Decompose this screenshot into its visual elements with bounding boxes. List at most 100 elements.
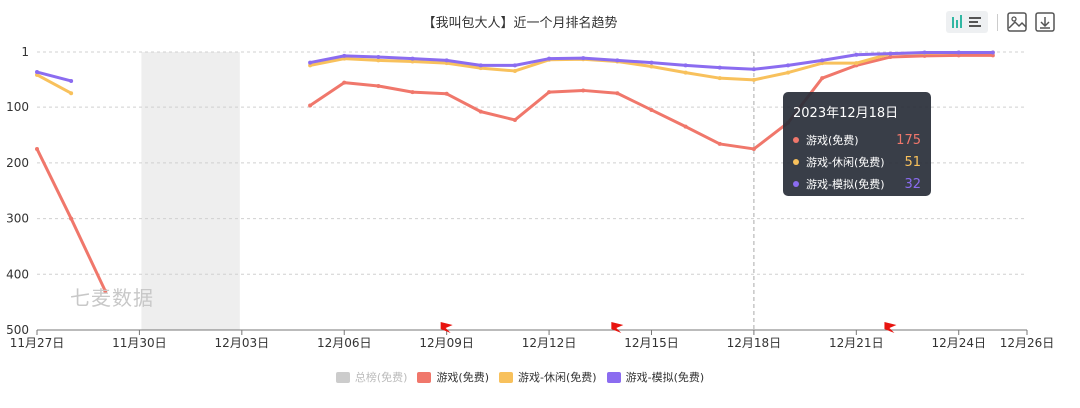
x-tick-label: 11月30日 bbox=[112, 336, 167, 350]
series-dot-icon bbox=[793, 137, 799, 143]
data-point bbox=[717, 65, 722, 70]
data-point bbox=[35, 146, 39, 151]
data-point bbox=[376, 55, 381, 60]
data-point bbox=[342, 56, 347, 61]
y-tick-label: 500 bbox=[6, 323, 29, 337]
data-point bbox=[478, 66, 483, 71]
data-point bbox=[649, 107, 654, 112]
data-point bbox=[956, 50, 961, 55]
series-dot-icon bbox=[793, 181, 799, 187]
tooltip-title: 2023年12月18日 bbox=[793, 106, 899, 121]
data-point bbox=[854, 52, 859, 57]
data-point bbox=[581, 88, 586, 93]
legend: 总榜(免费) 游戏(免费) 游戏-休闲(免费) 游戏-模拟(免费) bbox=[0, 369, 1040, 385]
data-point bbox=[956, 53, 961, 58]
y-tick-label: 1 bbox=[21, 45, 29, 59]
data-point bbox=[342, 80, 347, 85]
data-point bbox=[683, 63, 688, 68]
data-point bbox=[376, 58, 381, 63]
data-point bbox=[478, 109, 483, 114]
data-point bbox=[888, 51, 893, 56]
data-point bbox=[683, 124, 688, 129]
y-tick-label: 300 bbox=[6, 212, 29, 226]
data-point bbox=[444, 61, 449, 66]
data-point bbox=[990, 50, 995, 55]
data-point bbox=[512, 68, 517, 73]
data-point bbox=[922, 50, 927, 55]
data-point bbox=[820, 76, 825, 81]
legend-label: 游戏-休闲(免费) bbox=[518, 371, 597, 384]
data-point bbox=[786, 70, 791, 75]
data-point bbox=[922, 53, 927, 58]
data-point bbox=[547, 90, 552, 95]
legend-swatch bbox=[417, 371, 432, 383]
data-point bbox=[69, 78, 74, 83]
data-point bbox=[615, 58, 620, 63]
legend-label: 游戏-模拟(免费) bbox=[625, 371, 705, 384]
legend-item-casual[interactable]: 游戏-休闲(免费) bbox=[499, 369, 597, 385]
data-point bbox=[820, 61, 825, 66]
data-point bbox=[581, 56, 586, 61]
x-tick-label: 12月15日 bbox=[624, 336, 679, 350]
save-image-icon[interactable] bbox=[1006, 11, 1028, 33]
flag-icon bbox=[440, 322, 453, 337]
flag-icon bbox=[884, 322, 897, 337]
chart-type-icon[interactable] bbox=[946, 11, 988, 33]
tooltip-label: 游戏-模拟(免费) bbox=[806, 178, 885, 191]
data-point bbox=[410, 59, 415, 64]
legend-label: 总榜(免费) bbox=[354, 371, 408, 384]
y-tick-label: 400 bbox=[6, 267, 29, 281]
x-tick-label: 12月24日 bbox=[931, 336, 986, 350]
data-point bbox=[103, 289, 108, 294]
y-tick-label: 200 bbox=[6, 156, 29, 170]
data-point bbox=[512, 63, 517, 68]
data-point bbox=[444, 91, 449, 96]
data-point bbox=[308, 103, 313, 108]
legend-item-overall[interactable]: 总榜(免费) bbox=[335, 369, 408, 385]
tooltip: 2023年12月18日 游戏(免费) 175 游戏-休闲(免费) 51 游戏-模… bbox=[783, 92, 931, 196]
tooltip-value: 51 bbox=[904, 154, 921, 170]
legend-item-game[interactable]: 游戏(免费) bbox=[417, 369, 489, 385]
y-tick-label: 100 bbox=[6, 100, 29, 114]
data-point bbox=[444, 58, 449, 63]
data-point bbox=[751, 67, 756, 72]
data-point bbox=[854, 61, 859, 66]
series-line bbox=[36, 70, 72, 83]
data-point bbox=[35, 70, 39, 75]
x-tick-label: 12月09日 bbox=[419, 336, 474, 350]
tooltip-value: 175 bbox=[896, 132, 921, 148]
data-point bbox=[478, 63, 483, 68]
data-point bbox=[69, 216, 74, 221]
legend-label: 游戏(免费) bbox=[436, 371, 490, 384]
legend-item-simulation[interactable]: 游戏-模拟(免费) bbox=[606, 369, 705, 385]
watermark: 七麦数据 bbox=[70, 286, 154, 310]
download-icon[interactable] bbox=[1034, 11, 1056, 33]
series-line bbox=[36, 73, 72, 95]
data-point bbox=[342, 53, 347, 58]
data-point bbox=[410, 90, 415, 95]
data-point bbox=[308, 60, 313, 65]
chart-title: 【我叫包大人】近一个月排名趋势 bbox=[422, 16, 618, 31]
data-point bbox=[751, 146, 756, 151]
data-point bbox=[751, 77, 756, 82]
data-point bbox=[717, 141, 722, 146]
data-point bbox=[615, 91, 620, 96]
tooltip-row: 游戏(免费) 175 bbox=[793, 129, 921, 151]
shaded-region bbox=[141, 52, 240, 330]
data-point bbox=[683, 70, 688, 75]
data-point bbox=[308, 63, 313, 68]
x-tick-label: 12月06日 bbox=[317, 336, 372, 350]
data-point bbox=[410, 56, 415, 61]
data-point bbox=[888, 55, 893, 60]
legend-swatch bbox=[499, 371, 514, 383]
tooltip-value: 32 bbox=[904, 176, 921, 192]
data-point bbox=[376, 83, 381, 88]
data-point bbox=[649, 60, 654, 65]
tooltip-label: 游戏-休闲(免费) bbox=[806, 156, 885, 169]
data-point bbox=[717, 76, 722, 81]
x-tick-label: 12月26日 bbox=[1000, 336, 1055, 350]
tooltip-label: 游戏(免费) bbox=[806, 134, 859, 147]
x-tick-label: 12月18日 bbox=[727, 336, 782, 350]
x-tick-label: 12月03日 bbox=[215, 336, 270, 350]
